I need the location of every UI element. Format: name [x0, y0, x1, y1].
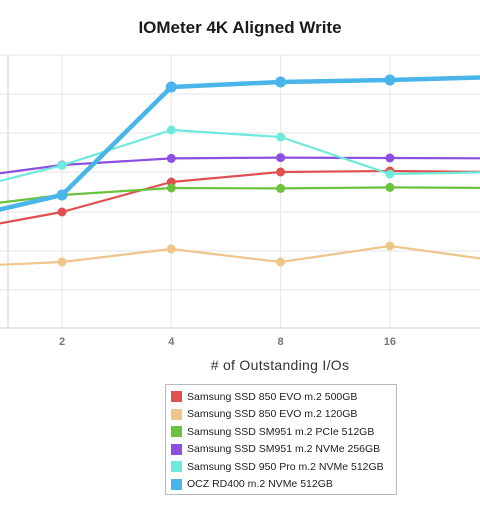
legend-label: Samsung SSD 850 EVO m.2 500GB [187, 390, 358, 403]
chart-title: IOMeter 4K Aligned Write [138, 18, 342, 37]
data-point [166, 244, 176, 254]
series-6 [0, 74, 480, 212]
legend-swatch [171, 426, 182, 438]
axis-layer [0, 55, 480, 329]
data-point [385, 169, 395, 179]
data-point [276, 257, 286, 267]
data-point [165, 81, 177, 93]
legend-label: Samsung SSD SM951 m.2 PCIe 512GB [187, 425, 375, 438]
data-point [56, 189, 68, 201]
legend-label: Samsung SSD SM951 m.2 NVMe 256GB [187, 443, 381, 456]
series-3 [0, 182, 480, 204]
series-line [0, 156, 480, 175]
legend-swatch [171, 391, 182, 403]
series-line [0, 169, 480, 225]
data-point [57, 257, 67, 267]
legend-item: Samsung SSD SM951 m.2 PCIe 512GB [171, 423, 396, 441]
legend: Samsung SSD 850 EVO m.2 500GB Samsung SSD… [165, 384, 397, 495]
legend-label: OCZ RD400 m.2 NVMe 512GB [187, 478, 333, 491]
legend-item: Samsung SSD 950 Pro m.2 NVMe 512GB [171, 458, 396, 476]
data-point [384, 74, 396, 86]
x-tick-label: 16 [384, 336, 396, 348]
series-5 [0, 125, 480, 183]
series-1 [0, 166, 480, 225]
series-line [0, 75, 480, 212]
data-point [57, 160, 67, 170]
legend-swatch [171, 443, 182, 455]
data-point [276, 153, 286, 163]
legend-swatch [171, 408, 182, 420]
legend-label: Samsung SSD 850 EVO m.2 120GB [187, 408, 358, 421]
data-point [276, 167, 286, 177]
legend-item: Samsung SSD 850 EVO m.2 500GB [171, 388, 396, 406]
series-line [0, 128, 480, 183]
data-point [166, 125, 176, 135]
legend-swatch [171, 478, 182, 490]
data-point [385, 153, 395, 163]
series-layer [0, 74, 480, 267]
grid-layer [0, 54, 480, 328]
data-point [385, 241, 395, 251]
x-tick-label: 8 [278, 336, 284, 348]
tick-layer: 2 4 8 16 [59, 336, 396, 348]
series-2 [0, 241, 480, 267]
data-point [166, 153, 176, 163]
x-tick-label: 4 [168, 336, 175, 348]
data-point [275, 76, 287, 88]
series-line [0, 244, 480, 266]
series-line [0, 186, 480, 204]
data-point [57, 207, 67, 217]
x-axis-label: # of Outstanding I/Os [210, 357, 350, 373]
legend-label: Samsung SSD 950 Pro m.2 NVMe 512GB [187, 460, 384, 473]
data-point [385, 182, 395, 192]
data-point [276, 183, 286, 193]
legend-item: Samsung SSD 850 EVO m.2 120GB [171, 406, 396, 424]
data-point [276, 132, 286, 142]
legend-item: Samsung SSD SM951 m.2 NVMe 256GB [171, 441, 396, 459]
x-tick-label: 2 [59, 336, 65, 348]
legend-swatch [171, 461, 182, 473]
data-point [166, 183, 176, 193]
legend-item: OCZ RD400 m.2 NVMe 512GB [171, 476, 396, 494]
